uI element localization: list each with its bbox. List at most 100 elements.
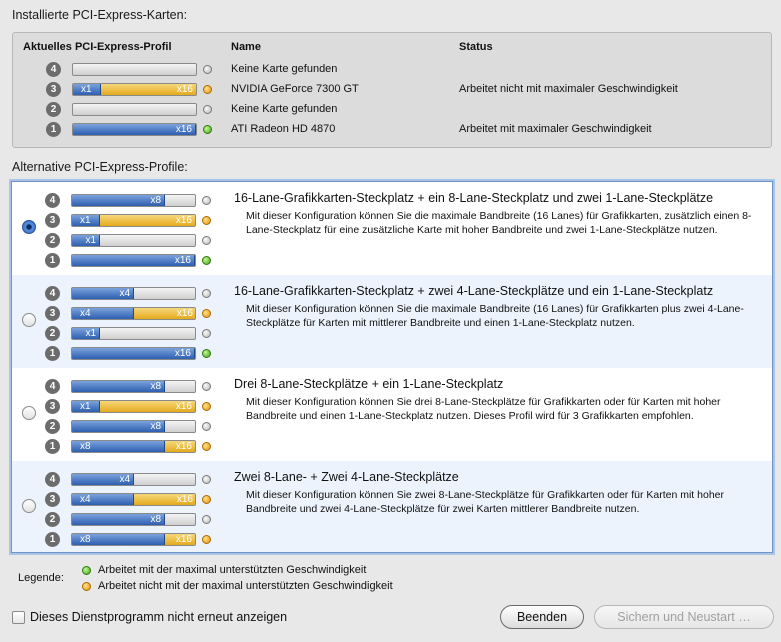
card-status: Arbeitet nicht mit maximaler Geschwindig…	[459, 83, 678, 95]
legend-green-dot-icon	[82, 566, 91, 575]
lane-segment-blue: x1	[72, 215, 100, 226]
lane-bar: x8 x16	[71, 440, 196, 453]
lane-segment-blue: x8	[72, 534, 165, 545]
status-grey-dot-icon	[202, 289, 211, 298]
status-orange-dot-icon	[202, 309, 211, 318]
lane-segment-blue: x8	[72, 195, 165, 206]
lane-bar: x8	[71, 194, 196, 207]
lane-segment-yellow: x16	[101, 84, 196, 95]
lane-bar: x16	[71, 254, 196, 267]
status-orange-dot-icon	[202, 535, 211, 544]
status-grey-dot-icon	[202, 422, 211, 431]
lane-segment-blue: x4	[72, 494, 134, 505]
profile-description: Mit dieser Konfiguration können Sie zwei…	[246, 489, 724, 515]
status-green-dot-icon	[202, 349, 211, 358]
lane-segment-blue: x4	[72, 288, 134, 299]
status-green-dot-icon	[203, 125, 212, 134]
slot-number-badge: 3	[46, 82, 61, 97]
lane-bar: x16	[72, 123, 197, 136]
profile-title: 16-Lane-Grafikkarten-Steckplatz + ein 8-…	[234, 191, 714, 205]
lane-bar	[72, 103, 197, 116]
column-header-name: Name	[231, 41, 261, 53]
status-orange-dot-icon	[202, 442, 211, 451]
legend-item-text: Arbeitet mit der maximal unterstützten G…	[98, 564, 367, 576]
slot-number-badge: 4	[46, 62, 61, 77]
lane-segment-blue: x16	[72, 255, 195, 266]
lane-bar: x8 x16	[71, 533, 196, 546]
slot-number-badge: 3	[45, 492, 60, 507]
slot-number-badge: 2	[45, 233, 60, 248]
slot-number-badge: 4	[45, 286, 60, 301]
installed-section-title: Installierte PCI-Express-Karten:	[12, 8, 188, 22]
installed-cards-panel: Aktuelles PCI-Express-Profil Name Status…	[12, 32, 772, 148]
lane-segment-yellow: x16	[165, 441, 195, 452]
slot-number-badge: 1	[45, 346, 60, 361]
status-green-dot-icon	[202, 256, 211, 265]
profile-option[interactable]: 4 x4 3 x4 x16 2 x1 1 x16 16-Lane-Grafikkarten-Ste…	[12, 275, 772, 368]
status-grey-dot-icon	[203, 65, 212, 74]
profile-option[interactable]: 4 x8 3 x1 x16 2 x8 1 x8 x16 Drei 8-Lane-Steckplätz…	[12, 368, 772, 461]
slot-number-badge: 2	[45, 419, 60, 434]
dont-show-again-checkbox[interactable]	[12, 611, 25, 624]
card-name: Keine Karte gefunden	[231, 63, 338, 75]
card-name: NVIDIA GeForce 7300 GT	[231, 83, 359, 95]
lane-segment-blue: x4	[72, 308, 134, 319]
lane-bar: x1	[71, 327, 196, 340]
status-grey-dot-icon	[202, 382, 211, 391]
card-name: Keine Karte gefunden	[231, 103, 338, 115]
legend-item-text: Arbeitet nicht mit der maximal unterstüt…	[98, 580, 393, 592]
slot-number-badge: 1	[46, 122, 61, 137]
profile-radio-button[interactable]	[22, 313, 36, 327]
profile-description: Mit dieser Konfiguration können Sie drei…	[246, 396, 721, 422]
profile-radio-button[interactable]	[22, 220, 36, 234]
lane-bar	[72, 63, 197, 76]
alternative-profiles-list: 4 x8 3 x1 x16 2 x1 1 x16 16-Lane-Grafikkarten-Ste…	[11, 181, 773, 553]
lane-bar: x16	[71, 347, 196, 360]
profile-description: Mit dieser Konfiguration können Sie die …	[246, 303, 744, 329]
lane-segment-blue: x4	[72, 474, 134, 485]
lane-segment-blue: x1	[72, 235, 100, 246]
lane-segment-blue: x16	[73, 124, 196, 135]
status-orange-dot-icon	[202, 216, 211, 225]
lane-segment-yellow: x16	[165, 534, 195, 545]
lane-segment-blue: x8	[72, 381, 165, 392]
alternatives-section-title: Alternative PCI-Express-Profile:	[12, 160, 188, 174]
slot-number-badge: 3	[45, 306, 60, 321]
lane-segment-blue: x1	[72, 401, 100, 412]
slot-number-badge: 1	[45, 532, 60, 547]
lane-segment-yellow: x16	[134, 494, 195, 505]
lane-segment-yellow: x16	[134, 308, 195, 319]
slot-number-badge: 4	[45, 379, 60, 394]
lane-segment-yellow: x16	[100, 215, 195, 226]
lane-bar: x8	[71, 380, 196, 393]
legend-label: Legende:	[18, 572, 64, 584]
status-orange-dot-icon	[203, 85, 212, 94]
profile-option[interactable]: 4 x8 3 x1 x16 2 x1 1 x16 16-Lane-Grafikkarten-Ste…	[12, 182, 772, 275]
profile-title: Zwei 8-Lane- + Zwei 4-Lane-Steckplätze	[234, 470, 459, 484]
profile-title: 16-Lane-Grafikkarten-Steckplatz + zwei 4…	[234, 284, 714, 298]
lane-bar: x1 x16	[71, 400, 196, 413]
lane-segment-blue: x8	[72, 421, 165, 432]
lane-bar: x4	[71, 287, 196, 300]
lane-segment-blue: x8	[72, 514, 165, 525]
column-header-profile: Aktuelles PCI-Express-Profil	[23, 41, 172, 53]
profile-radio-button[interactable]	[22, 499, 36, 513]
lane-segment-blue: x1	[72, 328, 100, 339]
lane-bar: x1	[71, 234, 196, 247]
legend-orange-dot-icon	[82, 582, 91, 591]
lane-bar: x4 x16	[71, 307, 196, 320]
status-grey-dot-icon	[202, 329, 211, 338]
lane-segment-blue: x8	[72, 441, 165, 452]
profile-option[interactable]: 4 x4 3 x4 x16 2 x8 1 x8 x16 Zwei 8-Lane- + Zwei 4-…	[12, 461, 772, 552]
lane-segment-blue: x16	[72, 348, 195, 359]
status-grey-dot-icon	[202, 475, 211, 484]
lane-segment-blue: x1	[73, 84, 101, 95]
save-and-restart-button[interactable]: Sichern und Neustart …	[594, 605, 774, 629]
dont-show-again-label[interactable]: Dieses Dienstprogramm nicht erneut anzei…	[30, 610, 288, 624]
profile-radio-button[interactable]	[22, 406, 36, 420]
status-grey-dot-icon	[202, 196, 211, 205]
status-grey-dot-icon	[203, 105, 212, 114]
quit-button[interactable]: Beenden	[500, 605, 584, 629]
slot-number-badge: 2	[45, 512, 60, 527]
lane-bar: x1 x16	[72, 83, 197, 96]
